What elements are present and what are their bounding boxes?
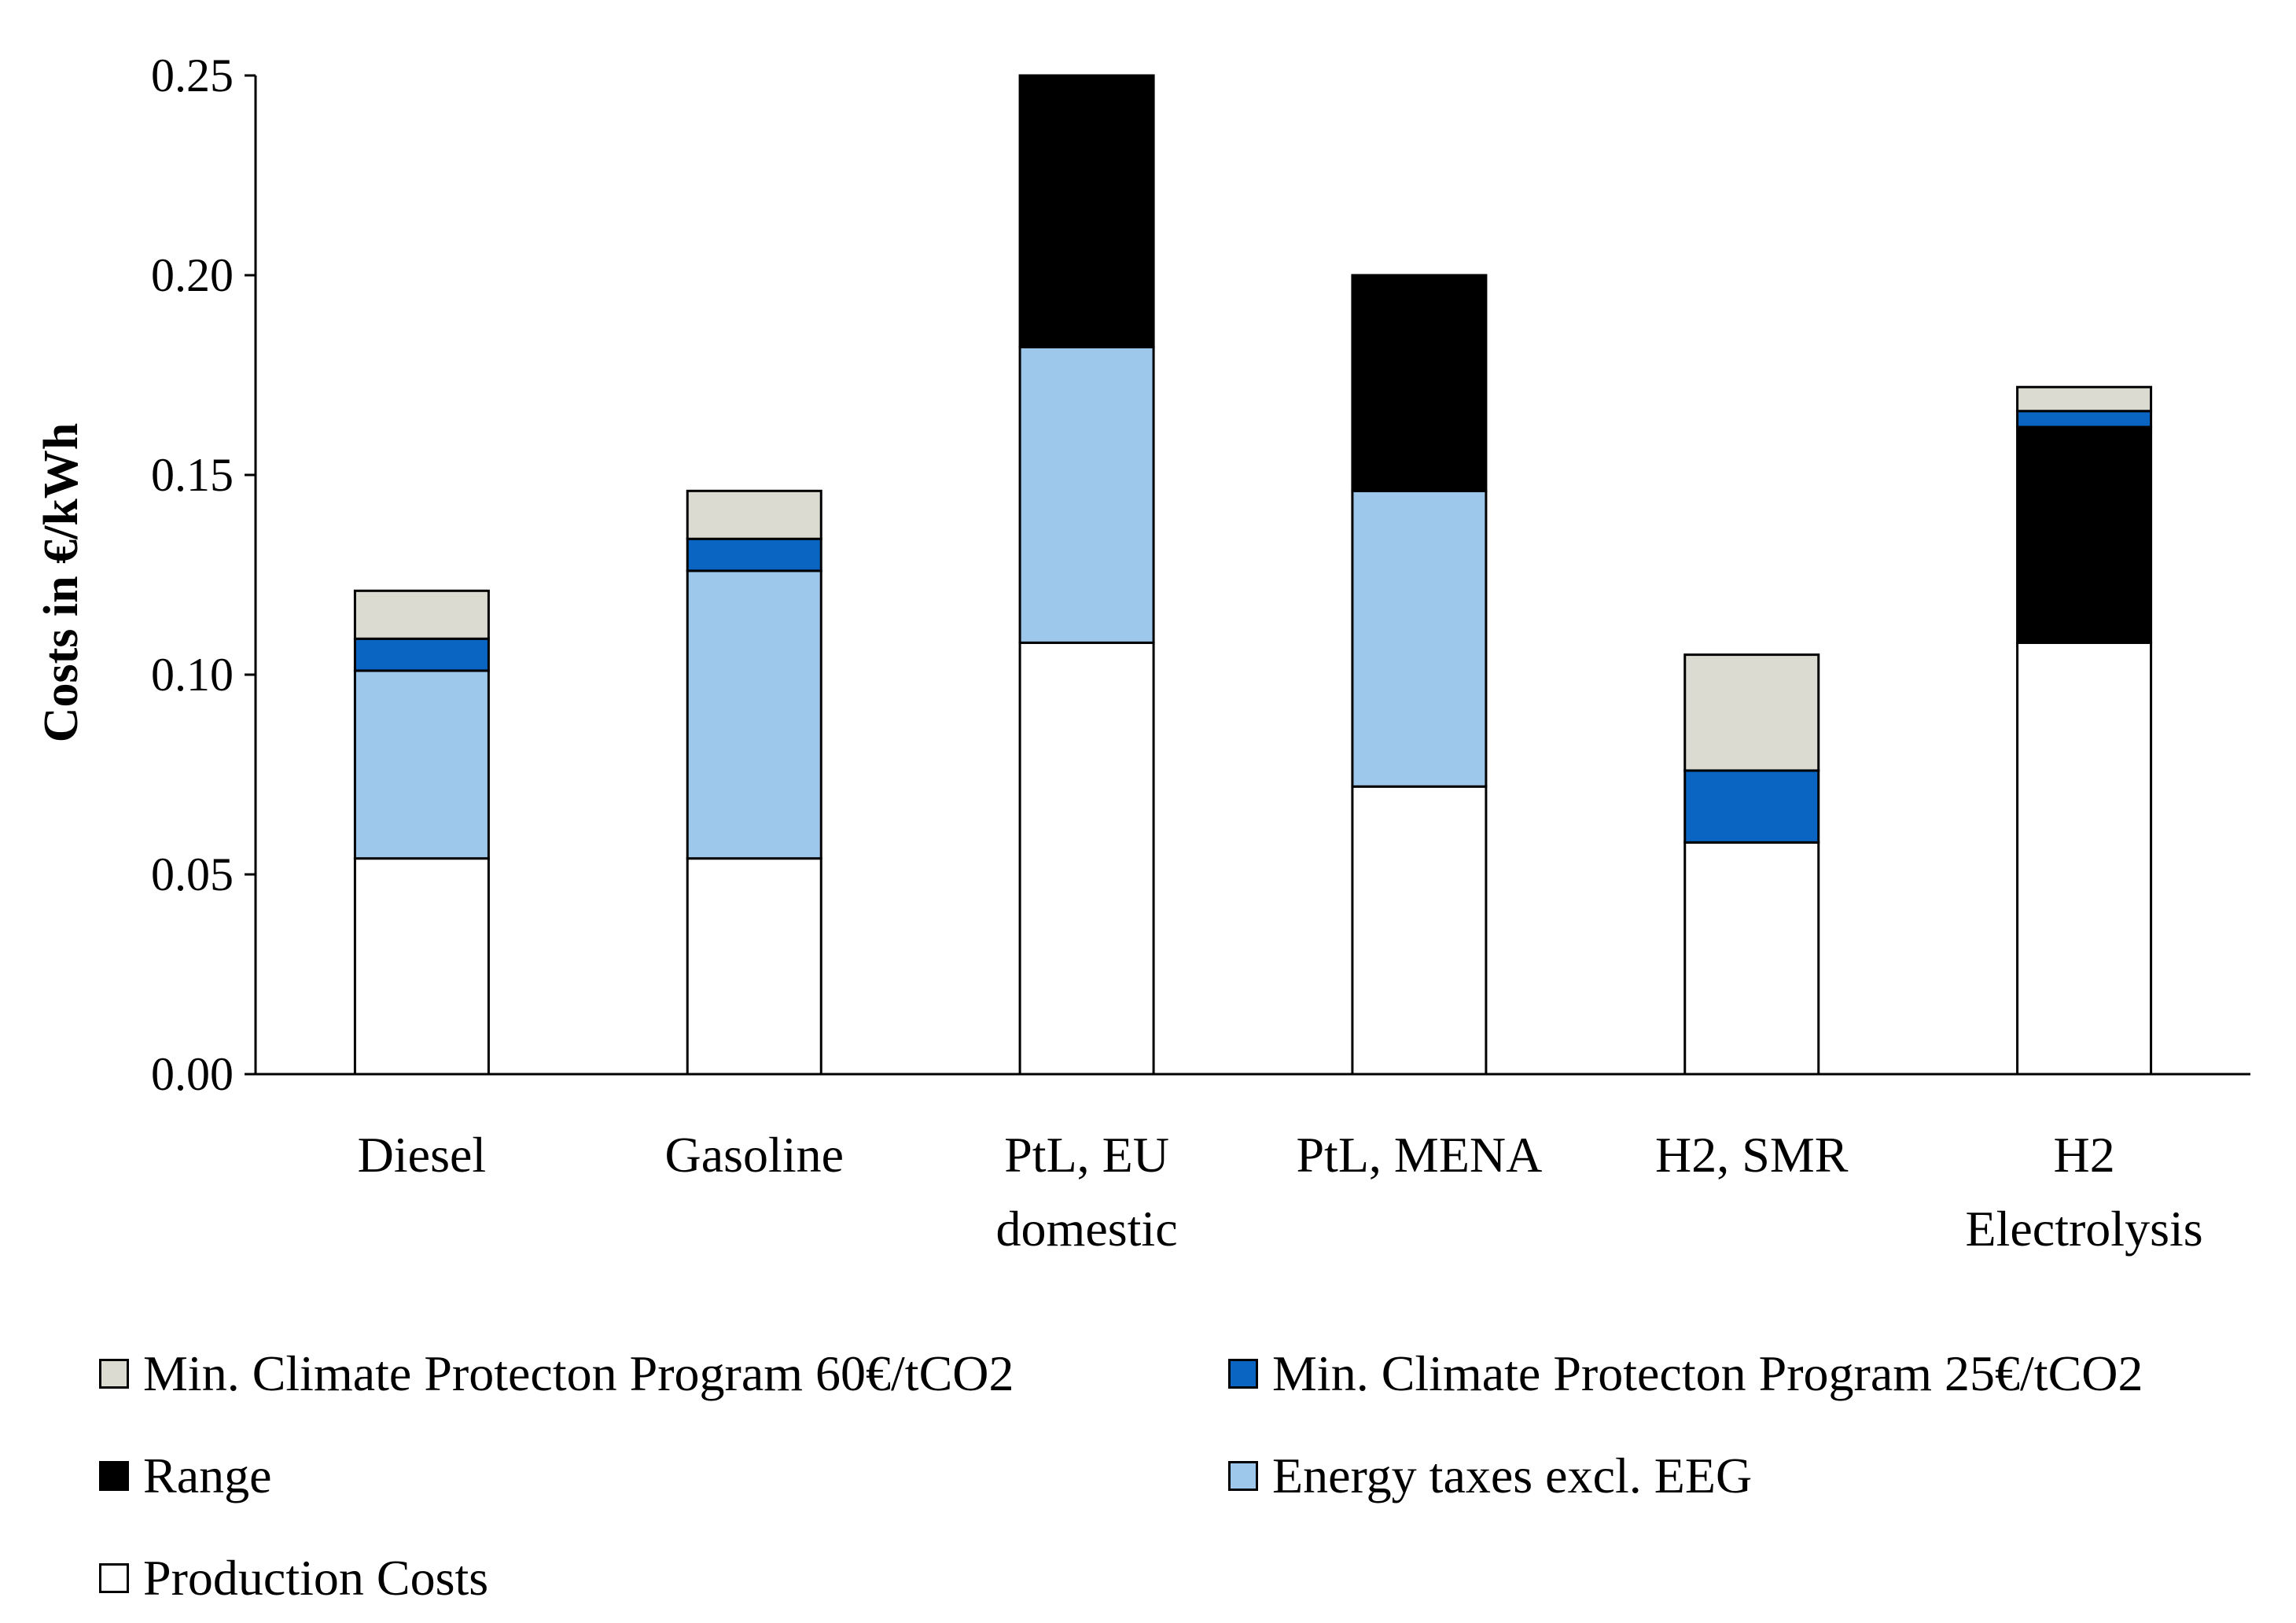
legend-label-production-costs: Production Costs	[143, 1550, 489, 1606]
bar-segment-cpp-25	[2016, 410, 2153, 429]
x-category-label: Gasoline	[665, 1127, 844, 1183]
bar-segment-cpp-25	[686, 537, 822, 572]
x-category-label: H2	[2053, 1127, 2114, 1183]
bar-segment-production-costs	[353, 857, 490, 1076]
legend-label-cpp-25: Min. Climate Protecton Program 25€/tCO2	[1272, 1345, 2143, 1401]
bar-segment-cpp-25	[353, 637, 490, 672]
bar-segment-energy-taxes	[1351, 489, 1488, 788]
x-category-label: Electrolysis	[1966, 1201, 2203, 1257]
bar-segment-cpp-60	[1683, 653, 1820, 772]
axis-labels: 0.00 0.05 0.10 0.15 0.20 0.25 Costs in €/kWh Di…	[35, 50, 2203, 1257]
bar-segment-cpp-60	[353, 589, 490, 640]
y-tick-label: 0.25	[151, 50, 234, 101]
axes	[245, 74, 2250, 1076]
bar-segment-production-costs	[1683, 841, 1820, 1076]
bar-segment-range	[2016, 425, 2153, 644]
y-tick-label: 0.10	[151, 649, 234, 701]
legend-item-range: Range	[99, 1447, 272, 1505]
legend-item-cpp-25: Min. Climate Protecton Program 25€/tCO2	[1228, 1345, 2143, 1403]
x-category-label: domestic	[996, 1201, 1178, 1257]
y-tick-label: 0.05	[151, 848, 234, 900]
legend-swatch-range	[99, 1461, 129, 1491]
x-category-label: Diesel	[358, 1127, 487, 1183]
y-tick-label: 0.20	[151, 249, 234, 301]
bar-segment-cpp-25	[1683, 769, 1820, 844]
legend-label-cpp-60: Min. Climate Protecton Program 60€/tCO2	[143, 1345, 1014, 1401]
x-category-label: PtL, MENA	[1296, 1127, 1542, 1183]
legend-swatch-production-costs	[99, 1563, 129, 1593]
bar-segment-cpp-60	[2016, 385, 2153, 413]
legend-swatch-energy-taxes	[1228, 1461, 1258, 1491]
bar-segment-energy-taxes	[1018, 345, 1155, 644]
bar-segment-production-costs	[1018, 641, 1155, 1076]
y-tick-label: 0.15	[151, 449, 234, 501]
legend-label-range: Range	[143, 1448, 272, 1503]
bar-segment-cpp-60	[686, 489, 822, 540]
x-category-label: PtL, EU	[1004, 1127, 1169, 1183]
bar-segment-production-costs	[1351, 785, 1488, 1076]
x-category-label: H2, SMR	[1655, 1127, 1849, 1183]
legend-item-cpp-60: Min. Climate Protecton Program 60€/tCO2	[99, 1345, 1014, 1403]
legend-swatch-cpp-60	[99, 1359, 129, 1389]
legend-item-energy-taxes: Energy taxes excl. EEG	[1228, 1447, 1752, 1505]
legend-swatch-cpp-25	[1228, 1359, 1258, 1389]
bar-segment-range	[1351, 274, 1488, 492]
legend-item-production-costs: Production Costs	[99, 1549, 488, 1607]
bar-segment-energy-taxes	[686, 569, 822, 860]
bar-segment-energy-taxes	[353, 669, 490, 860]
y-axis-title: Costs in €/kWh	[35, 423, 88, 743]
legend-label-energy-taxes: Energy taxes excl. EEG	[1272, 1448, 1753, 1503]
bar-segment-production-costs	[686, 857, 822, 1076]
bar-segment-production-costs	[2016, 641, 2153, 1076]
bars	[353, 74, 2153, 1076]
bar-segment-range	[1018, 74, 1155, 348]
y-tick-label: 0.00	[151, 1048, 234, 1100]
